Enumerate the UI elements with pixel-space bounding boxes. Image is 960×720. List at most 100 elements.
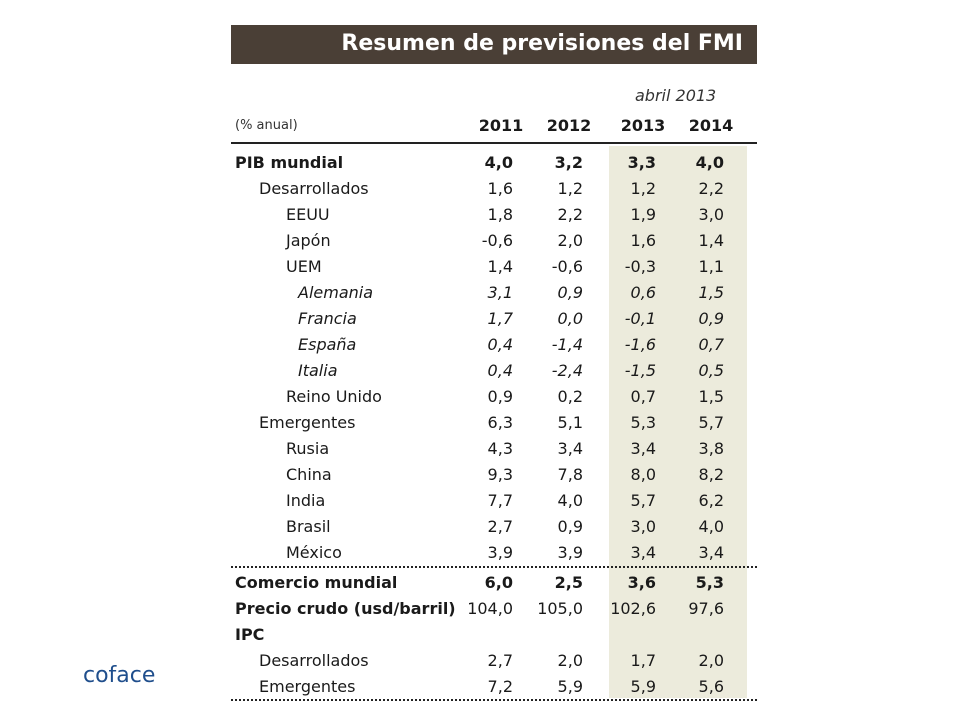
value-cell-2011: 0,4 — [487, 335, 513, 354]
value-cell-2013: 0,7 — [630, 387, 656, 406]
value-cell-2012: -2,4 — [551, 361, 583, 380]
value-cell-2012: 3,9 — [557, 543, 583, 562]
row-label: Brasil — [286, 517, 331, 536]
table-row: Reino Unido 0,9 0,2 0,7 1,5 — [231, 384, 757, 410]
value-cell-2012: 3,4 — [557, 439, 583, 458]
value-cell-2013: 3,6 — [627, 573, 656, 592]
value-cell-2012: 2,0 — [557, 231, 583, 250]
year-header-2011: 2011 — [478, 116, 524, 135]
row-label: Francia — [298, 309, 357, 328]
value-cell-2013: -1,5 — [624, 361, 656, 380]
value-cell-2011: 0,4 — [487, 361, 513, 380]
value-cell-2014: 4,0 — [698, 517, 724, 536]
value-cell-2013: 102,6 — [610, 599, 656, 618]
table-row: India 7,7 4,0 5,7 6,2 — [231, 488, 757, 514]
value-cell-2013: 1,7 — [630, 651, 656, 670]
title-bar: Resumen de previsiones del FMI — [231, 25, 757, 64]
row-label: Emergentes — [259, 677, 356, 696]
table-row: Desarrollados 2,7 2,0 1,7 2,0 — [231, 648, 757, 674]
row-label: IPC — [235, 625, 265, 644]
value-cell-2011: 1,6 — [487, 179, 513, 198]
value-cell-2012: 0,9 — [557, 517, 583, 536]
value-cell-2011: 1,8 — [487, 205, 513, 224]
row-label: Desarrollados — [259, 179, 369, 198]
value-cell-2011: -0,6 — [481, 231, 513, 250]
row-label: Japón — [286, 231, 331, 250]
value-cell-2013: 1,2 — [630, 179, 656, 198]
year-header-2012: 2012 — [546, 116, 592, 135]
value-cell-2012: 2,5 — [554, 573, 583, 592]
row-label: PIB mundial — [235, 153, 344, 172]
value-cell-2012: 7,8 — [557, 465, 583, 484]
value-cell-2013: 0,6 — [630, 283, 656, 302]
value-cell-2011: 2,7 — [487, 517, 513, 536]
table-row: Alemania 3,1 0,9 0,6 1,5 — [231, 280, 757, 306]
value-cell-2013: 5,9 — [630, 677, 656, 696]
table-row: Brasil 2,7 0,9 3,0 4,0 — [231, 514, 757, 540]
value-cell-2014: 0,5 — [698, 361, 724, 380]
value-cell-2013: 1,9 — [630, 205, 656, 224]
value-cell-2013: 3,0 — [630, 517, 656, 536]
table-row: Comercio mundial 6,0 2,5 3,6 5,3 — [231, 570, 757, 596]
table-row: Emergentes 7,2 5,9 5,9 5,6 — [231, 674, 757, 700]
value-cell-2011: 7,7 — [487, 491, 513, 510]
value-cell-2014: 5,3 — [695, 573, 724, 592]
section-divider — [231, 566, 757, 568]
row-label: UEM — [286, 257, 322, 276]
value-cell-2011: 1,7 — [487, 309, 513, 328]
value-cell-2011: 9,3 — [487, 465, 513, 484]
row-label: España — [298, 335, 357, 354]
value-cell-2014: 8,2 — [698, 465, 724, 484]
row-label: Comercio mundial — [235, 573, 398, 592]
table-row: Precio crudo (usd/barril) 104,0 105,0 102,6… — [231, 596, 757, 622]
table-row: China 9,3 7,8 8,0 8,2 — [231, 462, 757, 488]
value-cell-2014: 97,6 — [688, 599, 724, 618]
value-cell-2011: 3,9 — [487, 543, 513, 562]
value-cell-2014: 5,7 — [698, 413, 724, 432]
row-label: Rusia — [286, 439, 330, 458]
table-row: PIB mundial 4,0 3,2 3,3 4,0 — [231, 150, 757, 176]
page-title: Resumen de previsiones del FMI — [341, 31, 743, 56]
value-cell-2011: 104,0 — [467, 599, 513, 618]
value-cell-2014: 5,6 — [698, 677, 724, 696]
value-cell-2014: 0,7 — [698, 335, 724, 354]
value-cell-2011: 1,4 — [487, 257, 513, 276]
value-cell-2011: 7,2 — [487, 677, 513, 696]
row-label: Precio crudo (usd/barril) — [235, 599, 456, 618]
table-row: Francia 1,7 0,0 -0,1 0,9 — [231, 306, 757, 332]
row-label: Alemania — [298, 283, 374, 302]
forecast-date-label: abril 2013 — [635, 86, 717, 105]
value-cell-2013: 1,6 — [630, 231, 656, 250]
value-cell-2013: 3,3 — [627, 153, 656, 172]
table-row: IPC — [231, 622, 757, 648]
row-label: Italia — [298, 361, 338, 380]
value-cell-2011: 6,0 — [484, 573, 513, 592]
value-cell-2012: 0,2 — [557, 387, 583, 406]
value-cell-2014: 4,0 — [695, 153, 724, 172]
table-row: Desarrollados 1,6 1,2 1,2 2,2 — [231, 176, 757, 202]
value-cell-2014: 3,0 — [698, 205, 724, 224]
table-row: Japón -0,6 2,0 1,6 1,4 — [231, 228, 757, 254]
row-label: Emergentes — [259, 413, 356, 432]
row-label: Desarrollados — [259, 651, 369, 670]
value-cell-2014: 3,8 — [698, 439, 724, 458]
value-cell-2013: -0,3 — [624, 257, 656, 276]
row-label: India — [286, 491, 326, 510]
coface-logo: coface — [83, 663, 156, 688]
value-cell-2012: 105,0 — [537, 599, 583, 618]
value-cell-2012: 0,9 — [557, 283, 583, 302]
value-cell-2014: 0,9 — [698, 309, 724, 328]
year-header-2013: 2013 — [620, 116, 666, 135]
row-label: Reino Unido — [286, 387, 382, 406]
value-cell-2014: 3,4 — [698, 543, 724, 562]
table-row: Rusia 4,3 3,4 3,4 3,8 — [231, 436, 757, 462]
table-row: UEM 1,4 -0,6 -0,3 1,1 — [231, 254, 757, 280]
row-label: China — [286, 465, 332, 484]
value-cell-2013: -0,1 — [624, 309, 656, 328]
header-divider — [231, 142, 757, 144]
value-cell-2012: 2,0 — [557, 651, 583, 670]
value-cell-2014: 1,1 — [698, 257, 724, 276]
value-cell-2011: 4,3 — [487, 439, 513, 458]
value-cell-2014: 2,0 — [698, 651, 724, 670]
row-label: México — [286, 543, 342, 562]
